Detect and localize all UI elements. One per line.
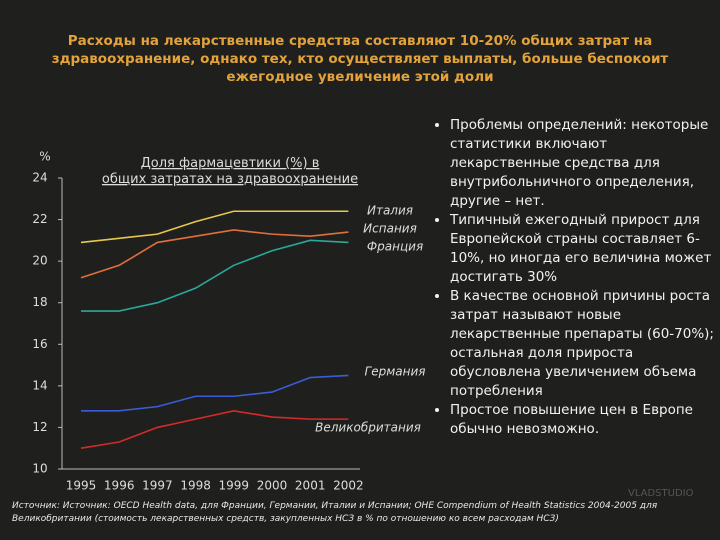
y-tick-label: 22 [32,212,47,226]
y-tick-label: 24 [32,171,47,185]
bullet-list: Проблемы определений: некоторые статисти… [432,116,720,439]
watermark: VLADSTUDIO [628,488,694,499]
y-tick-label: 16 [32,337,47,351]
series-line [80,210,349,244]
x-tick-label: 2002 [333,479,364,493]
source-note: Источник: Источник: OECD Health data, дл… [12,501,658,524]
x-tick-label: 2001 [295,479,326,493]
y-tick-label: 20 [32,254,47,268]
series-line [80,229,349,279]
x-tick-label: 1995 [66,479,97,493]
bullet: Простое повышение цен в Европе обычно не… [450,401,720,439]
bullet: Проблемы определений: некоторые статисти… [450,116,720,211]
x-tick-label: 1999 [219,479,250,493]
slide-title: Расходы на лекарственные средства состав… [51,33,669,85]
series-label: Германия [365,365,426,379]
series-line [80,409,349,450]
series-label: Италия [367,204,413,218]
series-label: Франция [367,240,423,254]
x-tick-label: 2000 [257,479,288,493]
y-tick-label: 18 [32,295,47,309]
x-tick-label: 1998 [180,479,211,493]
chart-title: Доля фармацевтики (%) в общих затратах на… [102,156,358,187]
series-line [81,239,349,312]
bullet: В качестве основной причины роста затрат… [450,287,720,401]
y-tick-label: 10 [32,462,47,476]
x-tick-label: 1996 [104,479,135,493]
x-tick-label: 1997 [142,479,173,493]
y-axis-label: % [39,150,50,164]
bullet: Типичный ежегодный прирост для Европейск… [450,211,720,287]
series-label: Испания [363,222,417,236]
series-label: Великобритания [315,421,421,435]
series-line [81,374,349,412]
y-tick-label: 12 [32,420,47,434]
y-tick-label: 14 [32,378,47,392]
